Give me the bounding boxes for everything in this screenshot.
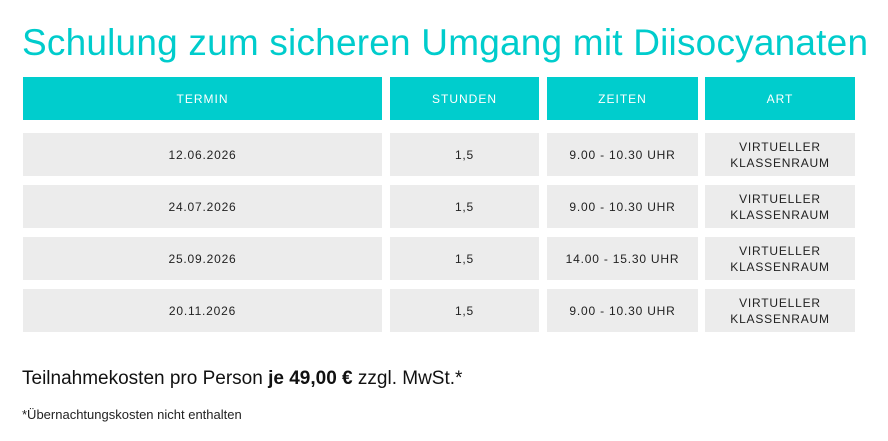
header-art: ART	[705, 77, 855, 120]
cell-stunden: 1,5	[390, 133, 539, 176]
cell-termin: 25.09.2026	[23, 237, 382, 280]
cell-zeiten: 9.00 - 10.30 UHR	[547, 133, 698, 176]
cell-art: VIRTUELLER KLASSENRAUM	[705, 237, 855, 280]
cell-art: VIRTUELLER KLASSENRAUM	[705, 133, 855, 176]
cell-termin: 12.06.2026	[23, 133, 382, 176]
price-suffix: zzgl. MwSt.*	[352, 368, 463, 389]
header-termin: TERMIN	[23, 77, 382, 120]
cell-stunden: 1,5	[390, 289, 539, 332]
cell-zeiten: 9.00 - 10.30 UHR	[547, 185, 698, 228]
cell-zeiten: 9.00 - 10.30 UHR	[547, 289, 698, 332]
cell-stunden: 1,5	[390, 185, 539, 228]
page-title: Schulung zum sicheren Umgang mit Diisocy…	[22, 22, 869, 63]
price-amount: je 49,00 €	[268, 368, 353, 389]
cell-stunden: 1,5	[390, 237, 539, 280]
cell-zeiten: 14.00 - 15.30 UHR	[547, 237, 698, 280]
cell-art: VIRTUELLER KLASSENRAUM	[705, 185, 855, 228]
header-zeiten: ZEITEN	[547, 77, 698, 120]
header-stunden: STUNDEN	[390, 77, 539, 120]
footnote: *Übernachtungskosten nicht enthalten	[22, 407, 242, 422]
price-line: Teilnahmekosten pro Person je 49,00 € zz…	[22, 368, 462, 390]
cell-termin: 24.07.2026	[23, 185, 382, 228]
cell-art: VIRTUELLER KLASSENRAUM	[705, 289, 855, 332]
price-prefix: Teilnahmekosten pro Person	[22, 368, 269, 389]
cell-termin: 20.11.2026	[23, 289, 382, 332]
